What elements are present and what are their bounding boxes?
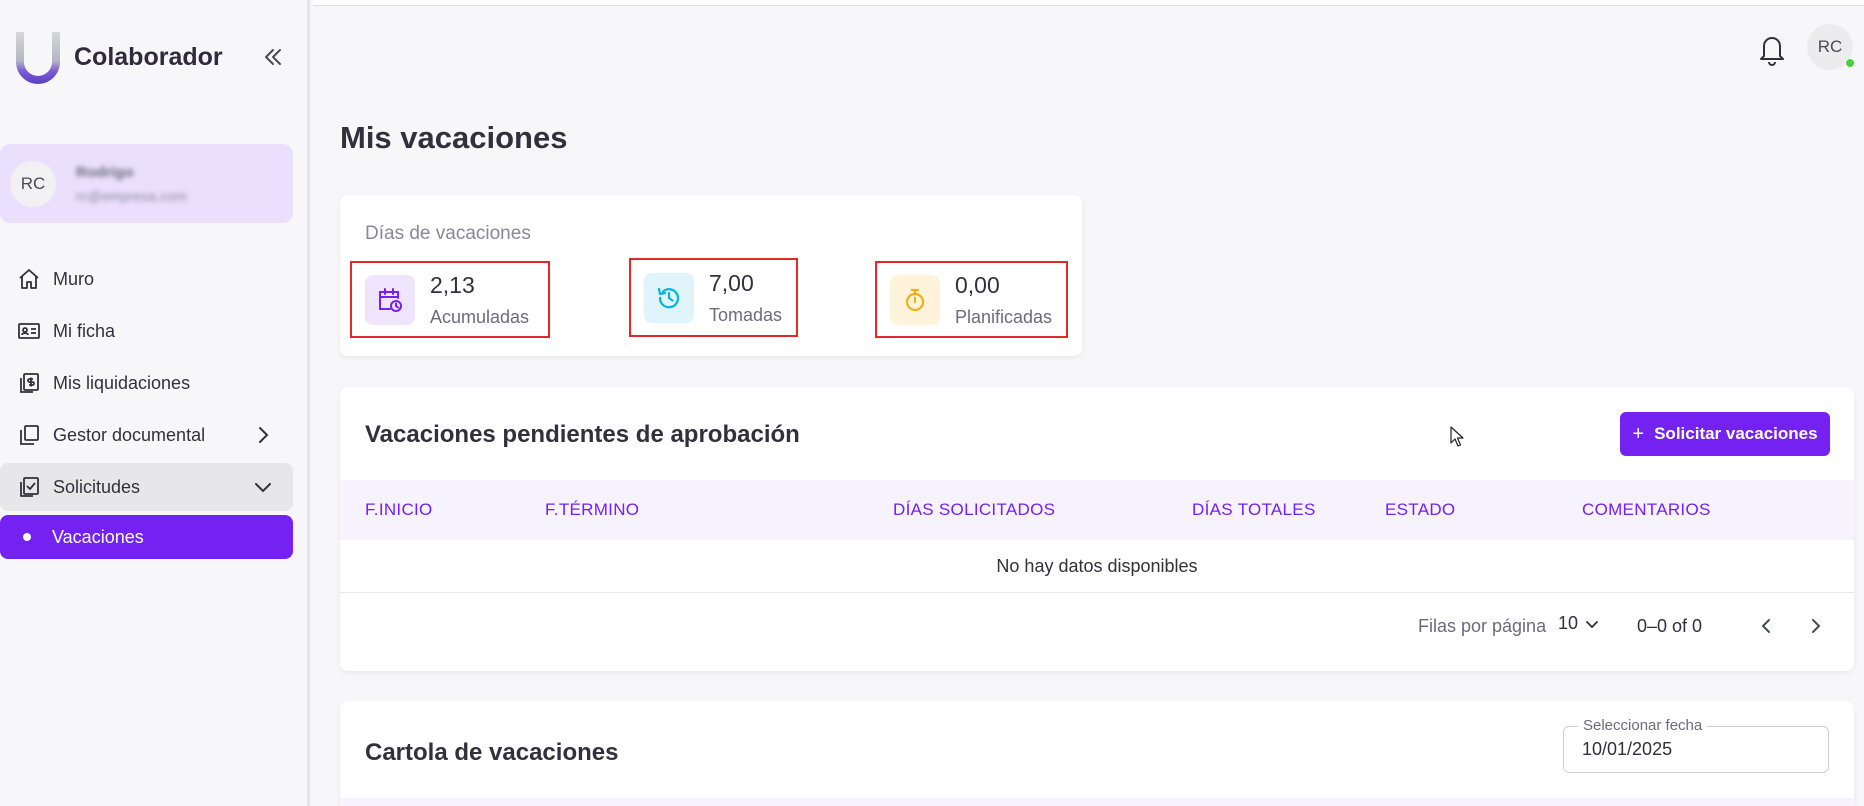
calendar-clock-icon [365,274,415,325]
sidebar: Colaborador RC Rodrigo rc@empresa.com Mu… [0,0,310,806]
double-chevron-left-icon [265,49,281,65]
sidebar-item-label: Mi ficha [53,320,116,341]
sidebar-item-mi-ficha[interactable]: Mi ficha [0,307,293,355]
chevron-left-icon [1761,619,1770,633]
user-name: Rodrigo [76,163,134,181]
sidebar-item-solicitudes[interactable]: Solicitudes [0,463,293,511]
empty-table-message: No hay datos disponibles [340,540,1854,593]
sidebar-item-mis-liquidaciones[interactable]: Mis liquidaciones [0,359,293,407]
sidebar-item-label: Muro [53,268,95,289]
stat-value: 7,00 [709,269,754,296]
stat-text: 0,00 Planificadas [955,272,1052,328]
chevron-down-icon [1586,620,1598,628]
page-title: Mis vacaciones [340,120,568,155]
pending-vacations-card: Vacaciones pendientes de aprobación + So… [340,387,1854,671]
vacation-days-label: Días de vacaciones [365,223,531,244]
stat-tomadas: 7,00 Tomadas [629,258,798,337]
vacation-days-card: Días de vacaciones 2,13 Acumuladas 7,00 … [340,195,1082,356]
stat-text: 2,13 Acumuladas [430,272,529,328]
header-avatar-initials: RC [1817,37,1843,56]
mouse-cursor-icon [1450,426,1464,447]
stat-label: Acumuladas [430,306,530,327]
brand-logo-icon [16,32,60,84]
column-header[interactable]: DÍAS TOTALES [1192,500,1316,519]
table-header: F.INICIO F.TÉRMINO DÍAS SOLICITADOS DÍAS… [340,480,1854,540]
brand: Colaborador [12,30,223,84]
vacation-statement-title: Cartola de vacaciones [365,739,619,766]
statement-table-header [340,798,1854,806]
request-vacation-label: Solicitar vacaciones [1654,424,1818,443]
rows-per-page-value: 10 [1558,613,1579,633]
id-card-icon [16,318,42,344]
stat-label: Tomadas [709,304,783,325]
date-input[interactable] [1582,739,1812,760]
stat-text: 7,00 Tomadas [709,270,782,326]
previous-page-button[interactable] [1752,611,1782,641]
stopwatch-icon [890,274,940,325]
pagination-range: 0–0 of 0 [1637,616,1703,636]
brand-title: Colaborador [74,42,223,71]
date-picker-label: Seleccionar fecha [1578,717,1708,734]
top-divider [313,0,1864,6]
chevron-right-icon [259,427,269,443]
column-header[interactable]: COMENTARIOS [1582,500,1711,519]
stat-planificadas: 0,00 Planificadas [875,261,1068,338]
avatar: RC [10,160,56,207]
user-card[interactable]: RC Rodrigo rc@empresa.com [0,144,293,223]
date-picker-field[interactable]: Seleccionar fecha [1563,717,1829,773]
plus-icon: + [1632,422,1645,445]
rows-per-page-label: Filas por página [1418,616,1547,636]
vacation-statement-card: Cartola de vacaciones Seleccionar fecha [340,701,1854,806]
chevron-right-icon [1812,619,1821,633]
sidebar-item-label: Mis liquidaciones [53,372,191,393]
stat-value: 0,00 [955,271,1000,298]
sidebar-subitem-label: Vacaciones [52,526,144,547]
user-info: Rodrigo rc@empresa.com [76,164,187,204]
online-status-dot [1845,58,1855,68]
stat-label: Planificadas [955,306,1053,327]
user-email: rc@empresa.com [76,187,187,204]
checklist-icon [16,474,42,500]
column-header[interactable]: DÍAS SOLICITADOS [893,500,1056,519]
payslip-icon [16,370,42,396]
chevron-down-icon [255,483,271,493]
next-page-button[interactable] [1800,611,1830,641]
stat-value: 2,13 [430,271,475,298]
request-vacation-button[interactable]: + Solicitar vacaciones [1620,412,1830,456]
notifications-bell-icon[interactable] [1756,32,1788,66]
stat-acumuladas: 2,13 Acumuladas [350,261,550,338]
sidebar-item-muro[interactable]: Muro [0,255,293,303]
column-header[interactable]: ESTADO [1385,500,1456,519]
column-header[interactable]: F.INICIO [365,500,433,519]
header-avatar[interactable]: RC [1807,24,1855,70]
sidebar-subitem-vacaciones[interactable]: Vacaciones [0,515,293,559]
sidebar-nav: Muro Mi ficha Mis liquidaciones Gestor d… [0,255,293,559]
pending-vacations-title: Vacaciones pendientes de aprobación [365,421,800,448]
sidebar-item-label: Solicitudes [53,476,141,497]
sidebar-item-gestor-documental[interactable]: Gestor documental [0,411,293,459]
column-header[interactable]: F.TÉRMINO [545,500,640,519]
bullet-icon [23,533,31,541]
sidebar-item-label: Gestor documental [53,424,206,445]
history-icon [644,272,694,323]
collapse-sidebar-button[interactable] [258,42,288,72]
rows-per-page-select[interactable]: 10 [1558,613,1600,634]
documents-icon [16,422,42,448]
table-pagination: Filas por página 10 0–0 of 0 [340,593,1854,659]
home-icon [16,266,42,292]
